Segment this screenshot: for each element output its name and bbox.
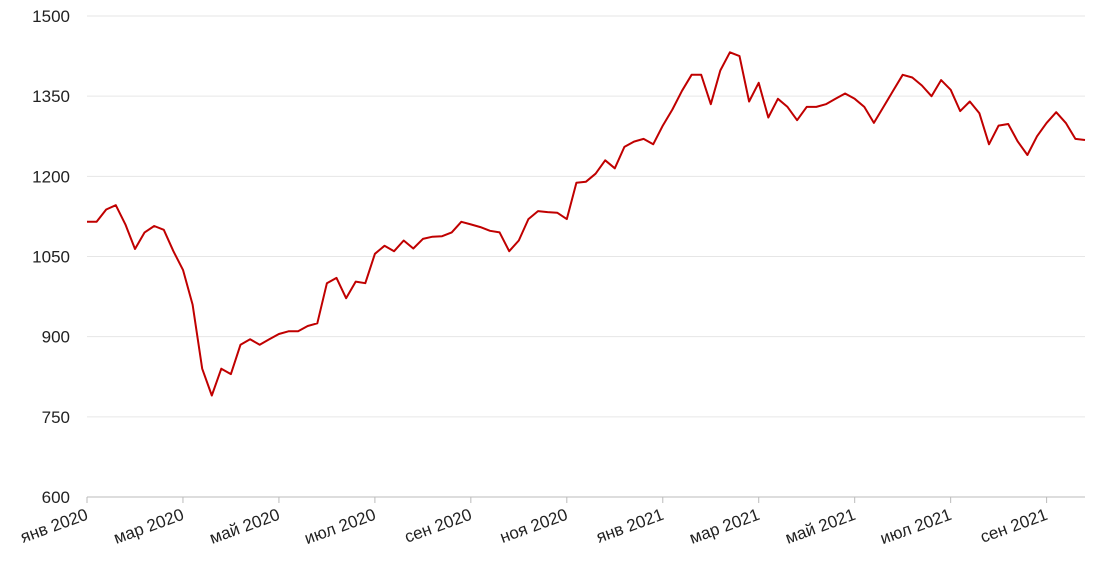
x-tick-label: июл 2021: [878, 505, 954, 548]
x-tick-label: мар 2020: [111, 505, 186, 548]
y-tick-label: 900: [42, 328, 70, 347]
y-tick-label: 1350: [32, 87, 70, 106]
x-tick-label: янв 2021: [594, 505, 666, 547]
price-line: [87, 51, 1086, 397]
y-tick-label: 1500: [32, 7, 70, 26]
x-tick-label: сен 2020: [402, 505, 474, 547]
x-tick-label: май 2020: [207, 505, 282, 548]
x-tick-label: сен 2021: [978, 505, 1050, 547]
y-tick-label: 750: [42, 408, 70, 427]
y-tick-label: 1200: [32, 167, 70, 186]
x-tick-label: янв 2020: [18, 505, 90, 547]
y-tick-label: 1050: [32, 248, 70, 267]
x-tick-label: июл 2020: [302, 505, 378, 548]
y-tick-label: 600: [42, 488, 70, 507]
x-tick-label: мар 2021: [687, 505, 762, 548]
x-tick-label: ноя 2020: [497, 505, 570, 547]
x-tick-label: май 2021: [783, 505, 858, 548]
